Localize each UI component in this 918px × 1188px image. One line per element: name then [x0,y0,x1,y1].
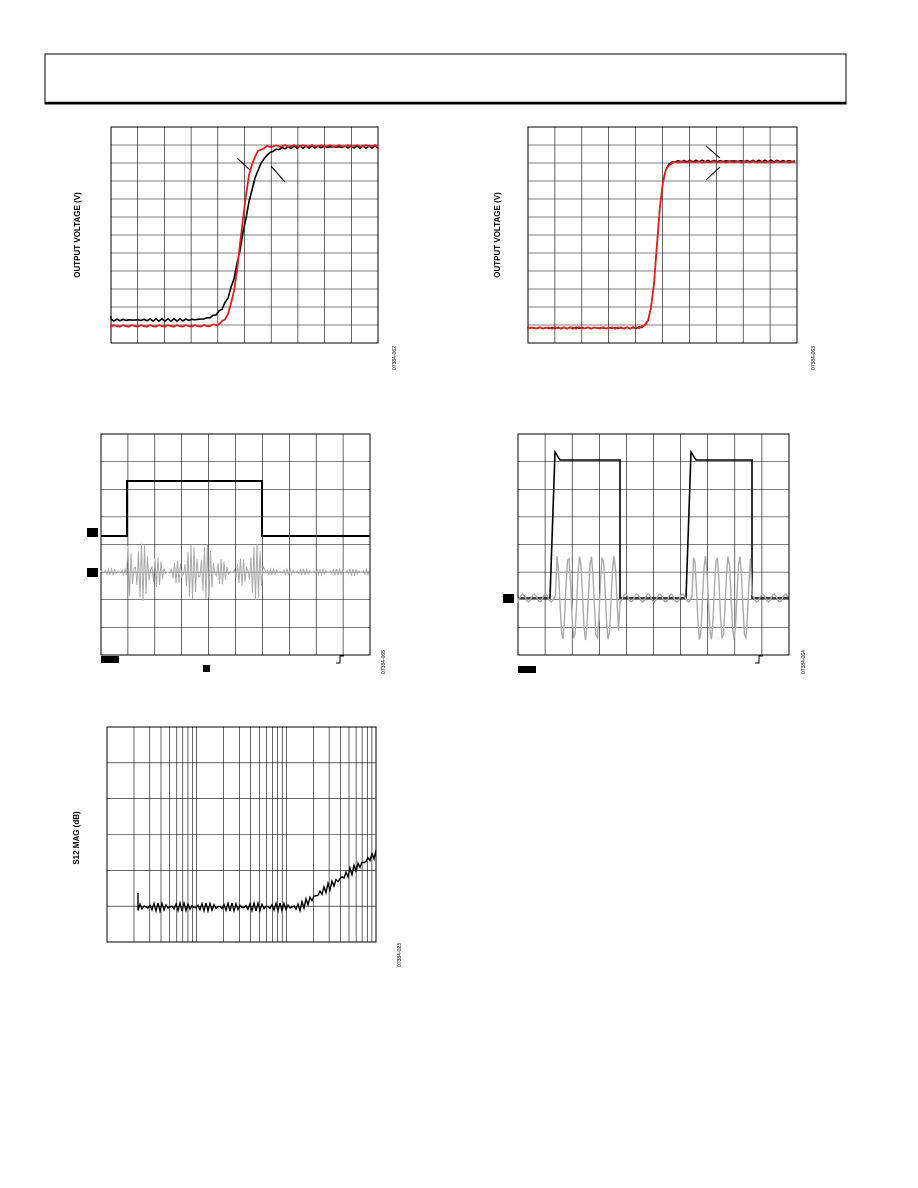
trace [527,160,796,331]
trigger-symbol [336,655,763,664]
figure-id: 07384-023 [397,943,403,967]
trace [517,555,789,641]
trace [101,480,370,537]
grids [100,126,798,943]
channel-marker [503,594,514,603]
channel-marker [87,568,98,577]
figure-id: 07384-064 [801,650,807,674]
arrow [236,157,286,183]
trace [110,143,379,329]
figure-id: 07384-062 [392,346,398,370]
trigger-marker [203,665,210,672]
scale-marker [518,666,536,673]
channel-marker [87,528,98,537]
header-box [44,53,847,105]
y-label: S12 MAG (dB) [72,811,81,865]
y-label: OUTPUT VOLTAGE (V) [73,192,82,278]
y-label: OUTPUT VOLTAGE (V) [493,192,502,278]
trace [527,159,796,330]
arrow [705,145,721,181]
figure-id: 07384-063 [811,346,817,370]
trace [100,543,370,601]
trace [518,449,789,599]
trace [137,849,377,914]
figure-id: 07384-065 [381,650,387,674]
scale-marker [101,656,119,663]
